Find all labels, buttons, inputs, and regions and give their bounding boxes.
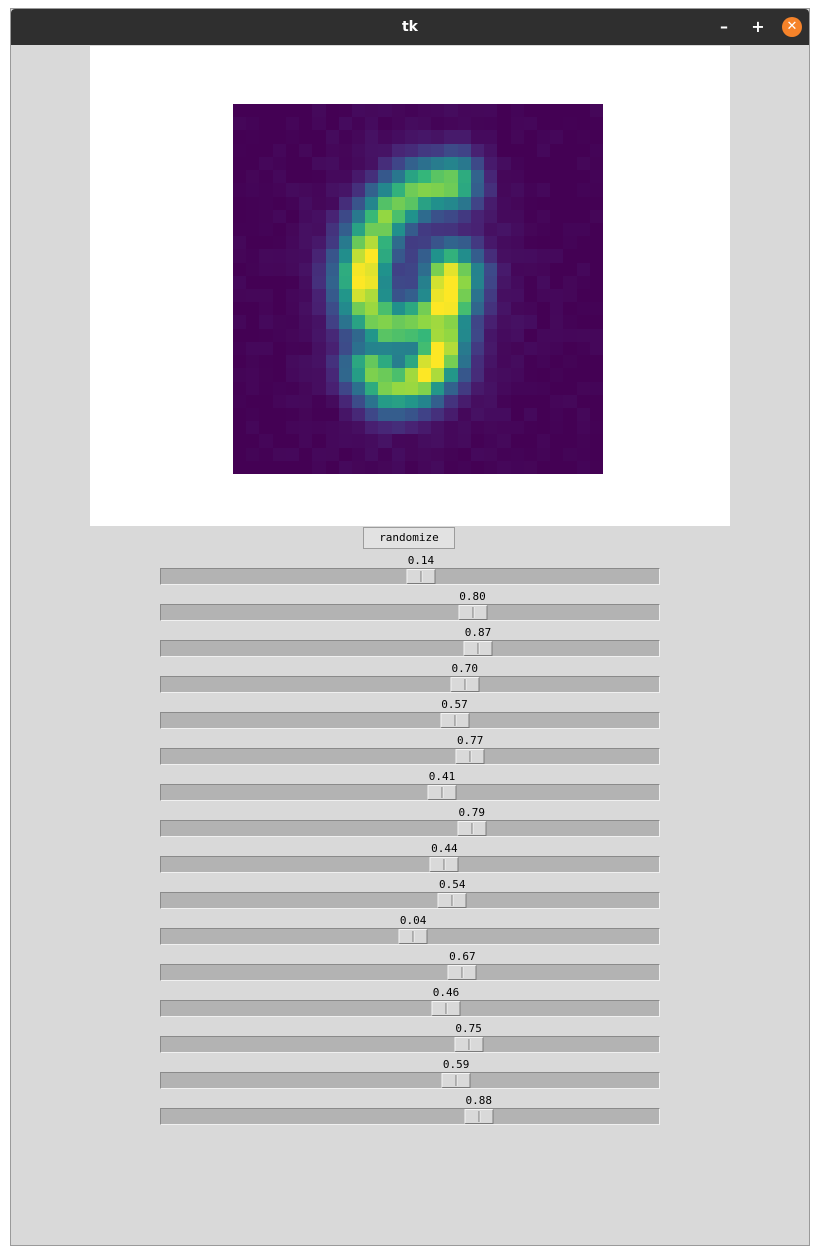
slider-trough[interactable] [160,568,660,585]
latent-slider-9[interactable]: 0.44 [160,842,660,878]
slider-trough[interactable] [160,784,660,801]
slider-trough[interactable] [160,748,660,765]
latent-slider-10[interactable]: 0.54 [160,878,660,914]
slider-handle[interactable] [398,929,428,944]
slider-handle[interactable] [450,677,480,692]
slider-value-label: 0.46 [432,986,460,999]
slider-handle[interactable] [457,821,487,836]
slider-value-label: 0.41 [428,770,456,783]
titlebar[interactable]: tk – + ✕ [11,9,809,45]
slider-handle[interactable] [463,641,493,656]
slider-value-label: 0.54 [438,878,466,891]
slider-trough[interactable] [160,640,660,657]
slider-trough[interactable] [160,1036,660,1053]
slider-trough[interactable] [160,1108,660,1125]
generated-digit-image [233,104,603,474]
slider-value-label: 0.79 [458,806,486,819]
slider-handle[interactable] [437,893,467,908]
slider-handle[interactable] [441,1073,471,1088]
slider-trough[interactable] [160,676,660,693]
slider-trough[interactable] [160,928,660,945]
slider-trough[interactable] [160,712,660,729]
latent-slider-1[interactable]: 0.14 [160,554,660,590]
slider-value-label: 0.75 [455,1022,482,1035]
close-icon[interactable]: ✕ [782,17,802,37]
slider-value-label: 0.04 [399,914,427,927]
latent-slider-7[interactable]: 0.41 [160,770,660,806]
slider-trough[interactable] [160,820,660,837]
slider-value-label: 0.44 [431,842,458,855]
latent-slider-11[interactable]: 0.04 [160,914,660,950]
latent-slider-15[interactable]: 0.59 [160,1058,660,1094]
window-title: tk [401,19,418,35]
slider-value-label: 0.77 [456,734,484,747]
image-canvas [90,46,730,526]
slider-value-label: 0.88 [465,1094,493,1107]
slider-value-label: 0.14 [407,554,435,567]
slider-value-label: 0.59 [442,1058,470,1071]
minimize-icon[interactable]: – [720,17,728,36]
slider-handle[interactable] [429,857,459,872]
slider-trough[interactable] [160,1000,660,1017]
slider-handle[interactable] [440,713,470,728]
slider-handle[interactable] [455,749,485,764]
maximize-icon[interactable]: + [751,17,765,36]
latent-slider-2[interactable]: 0.80 [160,590,660,626]
latent-slider-4[interactable]: 0.70 [160,662,660,698]
latent-slider-14[interactable]: 0.75 [160,1022,660,1058]
slider-value-label: 0.57 [441,698,468,711]
latent-slider-6[interactable]: 0.77 [160,734,660,770]
slider-trough[interactable] [160,856,660,873]
slider-value-label: 0.67 [449,950,476,963]
slider-handle[interactable] [447,965,477,980]
slider-value-label: 0.87 [464,626,492,639]
slider-handle[interactable] [464,1109,494,1124]
slider-value-label: 0.70 [451,662,478,675]
randomize-button[interactable]: randomize [363,527,455,549]
slider-trough[interactable] [160,1072,660,1089]
latent-slider-5[interactable]: 0.57 [160,698,660,734]
slider-handle[interactable] [454,1037,484,1052]
latent-slider-12[interactable]: 0.67 [160,950,660,986]
slider-trough[interactable] [160,604,660,621]
latent-slider-8[interactable]: 0.79 [160,806,660,842]
slider-trough[interactable] [160,892,660,909]
slider-handle[interactable] [458,605,488,620]
slider-trough[interactable] [160,964,660,981]
app-window: tk – + ✕ randomize 0.14 0.80 0.87 0.70 0.57 0… [10,8,810,1246]
latent-slider-3[interactable]: 0.87 [160,626,660,662]
slider-handle[interactable] [431,1001,461,1016]
latent-slider-13[interactable]: 0.46 [160,986,660,1022]
slider-value-label: 0.80 [459,590,486,603]
slider-handle[interactable] [427,785,457,800]
slider-handle[interactable] [406,569,436,584]
latent-slider-16[interactable]: 0.88 [160,1094,660,1130]
